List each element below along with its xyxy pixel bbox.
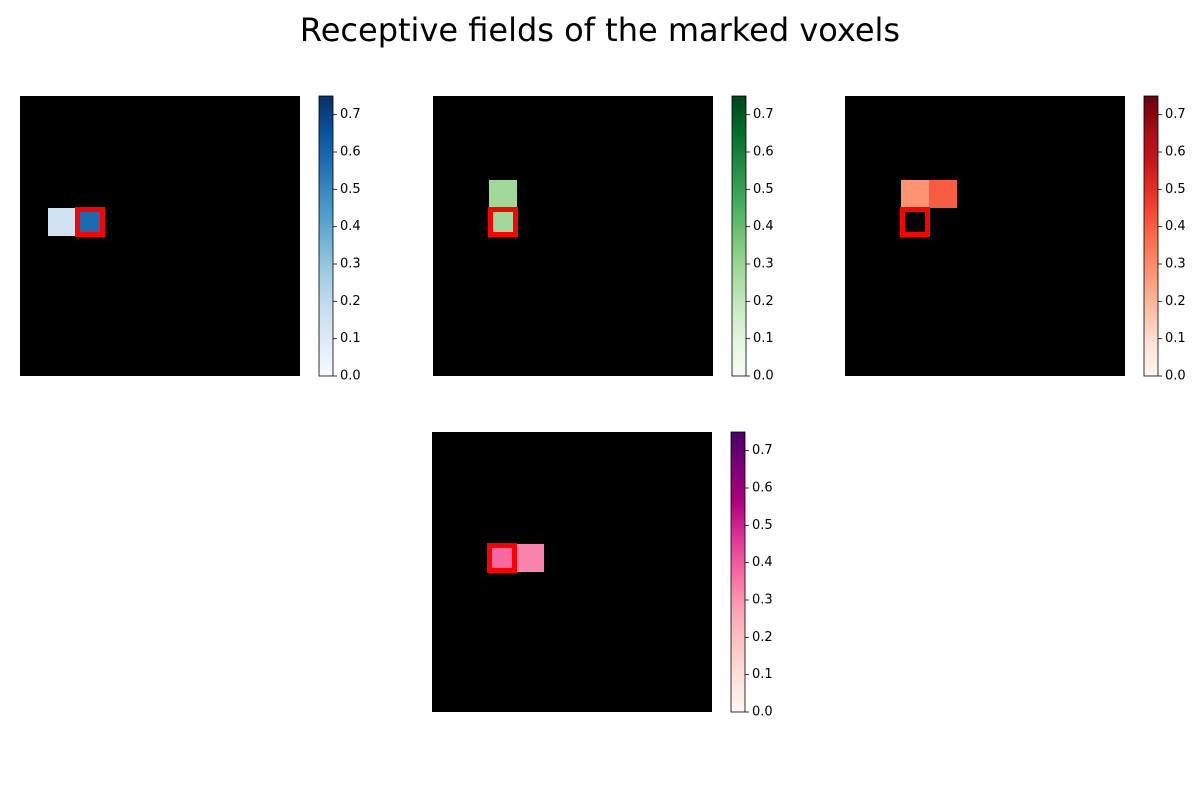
colorbar-tick-label: 0.4 [753,219,774,234]
colorbar-tick-label: 0.7 [752,443,773,458]
colorbar-tick-label: 0.6 [340,145,361,160]
marked-voxel [487,543,517,573]
marked-voxel [900,207,930,237]
heatmap-cell [489,180,517,208]
colorbar-tick-label: 0.7 [340,107,361,122]
chart-title: Receptive fields of the marked voxels [300,11,900,49]
colorbar-tick-label: 0.4 [752,555,773,570]
colorbar [318,95,334,377]
colorbar-tick-label: 0.1 [340,331,361,346]
colorbar-tick-label: 0.4 [340,219,361,234]
colorbar-tick-label: 0.0 [753,369,774,384]
colorbar-tick-label: 0.7 [1165,107,1186,122]
colorbar-tick-label: 0.0 [1165,369,1186,384]
heatmap-cell [516,544,544,572]
colorbar-tick-label: 0.1 [1165,331,1186,346]
colorbar-tick-label: 0.2 [340,294,361,309]
colorbar-tick-label: 0.1 [753,331,774,346]
heatmap-cell [901,180,929,208]
colorbar-tick-label: 0.3 [753,257,774,272]
colorbar-tick-label: 0.5 [1165,182,1186,197]
colorbar-tick-label: 0.2 [1165,294,1186,309]
heatmap-cell [488,544,516,572]
colorbar-tick-label: 0.2 [753,294,774,309]
colorbar [730,431,746,713]
colorbar-tick-label: 0.3 [752,593,773,608]
colorbar-tick-label: 0.5 [753,182,774,197]
heatmap-cell [48,208,76,236]
heatmap-background [845,96,1125,376]
colorbar-tick-label: 0.6 [1165,145,1186,160]
colorbar-tick-label: 0.6 [753,145,774,160]
colorbar-tick-label: 0.2 [752,630,773,645]
colorbar-tick-label: 0.0 [340,369,361,384]
colorbar-tick-label: 0.5 [752,518,773,533]
colorbar-tick-label: 0.5 [340,182,361,197]
colorbar [1143,95,1159,377]
heatmap-cell [929,180,957,208]
heatmap-background [432,432,712,712]
colorbar [731,95,747,377]
colorbar-tick-label: 0.6 [752,481,773,496]
marked-voxel [75,207,105,237]
marked-voxel [488,207,518,237]
heatmap-background [433,96,713,376]
colorbar-tick-label: 0.3 [340,257,361,272]
colorbar-tick-label: 0.1 [752,667,773,682]
heatmap-cell [489,208,517,236]
colorbar-tick-label: 0.0 [752,705,773,720]
heatmap-cell [76,208,104,236]
colorbar-tick-label: 0.4 [1165,219,1186,234]
colorbar-tick-label: 0.3 [1165,257,1186,272]
colorbar-tick-label: 0.7 [753,107,774,122]
